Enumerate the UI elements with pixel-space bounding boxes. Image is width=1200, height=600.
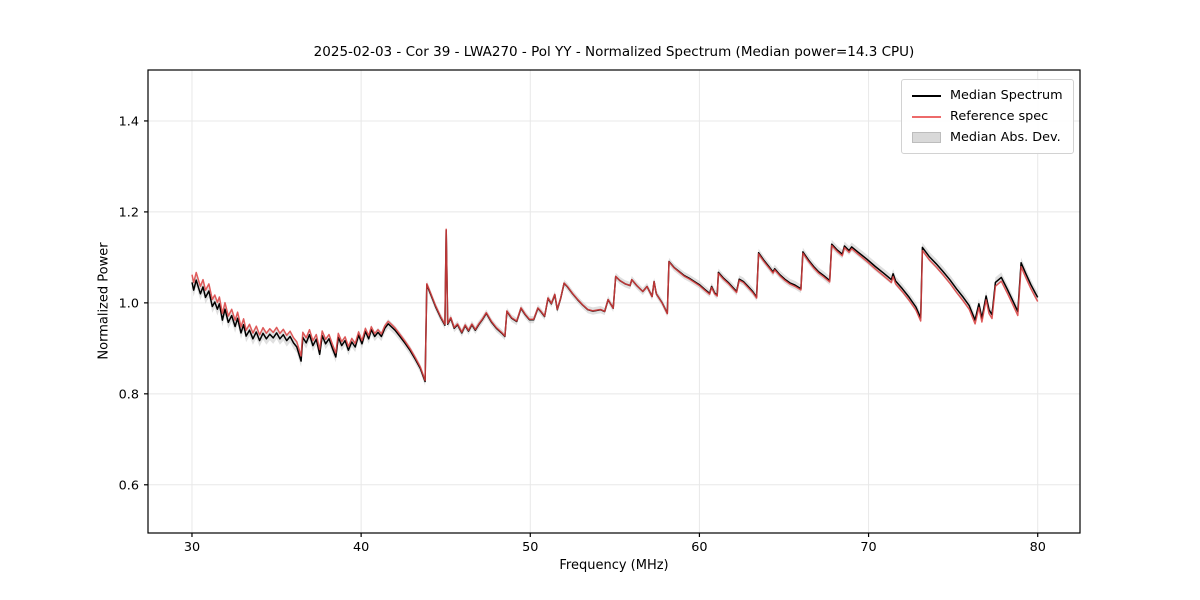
y-tick-label: 1.4	[119, 114, 139, 129]
x-tick-label: 40	[353, 540, 369, 555]
median-spectrum-line	[191, 229, 1039, 383]
x-axis-label: Frequency (MHz)	[559, 558, 669, 573]
legend: Median Spectrum Reference spec Median Ab…	[901, 79, 1074, 154]
y-tick-label: 0.8	[119, 387, 139, 402]
legend-label: Median Spectrum	[950, 88, 1063, 103]
y-tick-label: 1.2	[119, 205, 139, 220]
median-abs-dev-band	[192, 226, 1038, 386]
reference-spec-line-swatch	[912, 115, 941, 118]
x-tick-label: 60	[691, 540, 707, 555]
x-tick-label: 70	[860, 540, 876, 555]
legend-item-median-spectrum: Median Spectrum	[912, 87, 1063, 104]
median-spectrum-line-swatch	[912, 94, 941, 97]
legend-item-reference-spec: Reference spec	[912, 108, 1063, 125]
axes-box	[147, 69, 1081, 534]
x-tick-label: 50	[522, 540, 538, 555]
legend-label: Median Abs. Dev.	[950, 130, 1061, 145]
median-abs-dev-patch-swatch	[912, 132, 941, 143]
y-tick-label: 0.6	[119, 478, 139, 493]
chart-title: 2025-02-03 - Cor 39 - LWA270 - Pol YY - …	[313, 44, 915, 60]
legend-label: Reference spec	[950, 109, 1049, 124]
reference-spec-line	[191, 228, 1039, 382]
y-axis-label: Normalized Power	[96, 242, 112, 360]
y-tick-label: 1.0	[119, 296, 139, 311]
x-tick-label: 30	[184, 540, 200, 555]
x-tick-label: 80	[1030, 540, 1046, 555]
legend-item-median-abs-dev: Median Abs. Dev.	[912, 129, 1063, 146]
